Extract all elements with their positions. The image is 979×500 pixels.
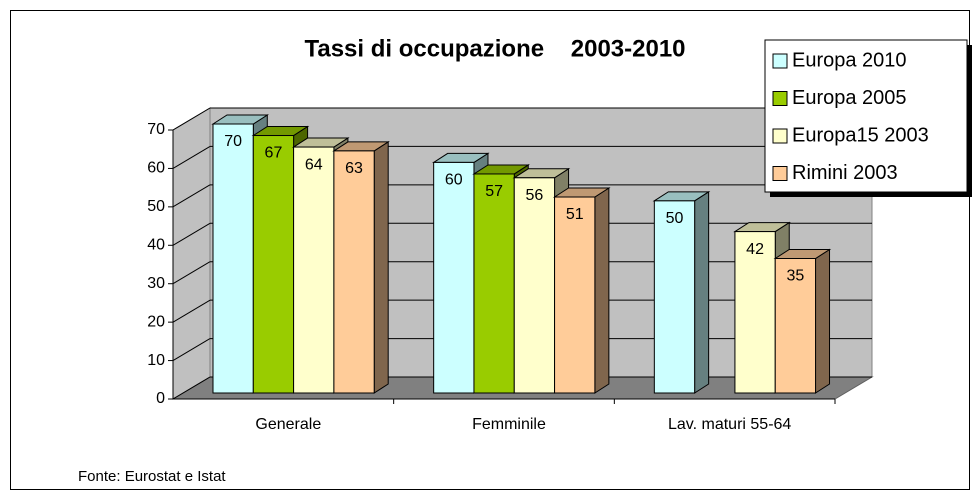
y-tick-label: 0 bbox=[156, 390, 165, 407]
grid-line bbox=[172, 145, 211, 169]
grid-line bbox=[172, 299, 211, 323]
bar bbox=[773, 248, 832, 394]
y-tick-label: 30 bbox=[147, 275, 165, 292]
legend-swatch bbox=[772, 128, 788, 144]
grid-line bbox=[172, 376, 211, 400]
legend-swatch bbox=[772, 91, 788, 106]
legend-label: Rimini 2003 bbox=[792, 162, 898, 184]
y-tick-label: 40 bbox=[147, 237, 165, 254]
y-tick-label: 20 bbox=[147, 313, 165, 330]
grid-line bbox=[172, 338, 211, 362]
data-label: 60 bbox=[445, 172, 463, 189]
bar-front bbox=[734, 231, 776, 394]
grid-line bbox=[172, 261, 211, 285]
legend-label: Europa15 2003 bbox=[792, 124, 929, 146]
grid-line bbox=[172, 184, 211, 208]
data-label: 70 bbox=[224, 133, 242, 150]
bar-side bbox=[373, 140, 389, 394]
data-label: 35 bbox=[786, 268, 804, 285]
y-tick-label: 10 bbox=[147, 352, 165, 369]
bar-side bbox=[694, 190, 710, 394]
bar-side bbox=[594, 187, 610, 394]
bar bbox=[332, 140, 390, 394]
grid-line bbox=[172, 107, 211, 131]
bar bbox=[652, 190, 711, 394]
legend-label: Europa 2010 bbox=[792, 49, 907, 71]
x-tick-label: Lav. maturi 55-64 bbox=[668, 416, 791, 433]
bar bbox=[552, 187, 611, 394]
data-label: 42 bbox=[746, 241, 764, 258]
side-wall bbox=[172, 107, 211, 400]
y-tick-label: 70 bbox=[147, 121, 165, 138]
data-label: 67 bbox=[265, 145, 283, 162]
bar-front bbox=[433, 161, 475, 394]
bar-front bbox=[554, 196, 596, 394]
bar-front bbox=[513, 177, 556, 394]
data-label: 50 bbox=[666, 210, 684, 227]
bar-front bbox=[333, 150, 375, 394]
grid-line bbox=[172, 222, 211, 246]
y-tick-label: 50 bbox=[147, 198, 165, 215]
footnote: Fonte: Eurostat e Istat bbox=[78, 468, 226, 485]
bar-front bbox=[473, 173, 515, 394]
legend-label: Europa 2005 bbox=[792, 87, 907, 109]
bar-front bbox=[293, 146, 335, 394]
data-label: 56 bbox=[526, 187, 544, 204]
data-label: 63 bbox=[345, 160, 363, 177]
legend-swatch bbox=[772, 53, 788, 69]
chart-title: Tassi di occupazione 2003-2010 bbox=[304, 35, 685, 62]
bar-side bbox=[815, 248, 831, 394]
x-tick-label: Femminile bbox=[472, 416, 546, 433]
y-tick-label: 60 bbox=[147, 160, 165, 177]
bar-front bbox=[774, 258, 817, 394]
data-label: 64 bbox=[305, 156, 323, 173]
bar-front bbox=[653, 200, 696, 394]
data-label: 57 bbox=[485, 183, 503, 200]
bar-front bbox=[212, 123, 254, 394]
x-tick-label: Generale bbox=[255, 416, 321, 433]
bar-front bbox=[252, 135, 295, 394]
legend bbox=[764, 39, 968, 193]
data-label: 51 bbox=[566, 206, 584, 223]
legend-swatch bbox=[772, 166, 788, 181]
